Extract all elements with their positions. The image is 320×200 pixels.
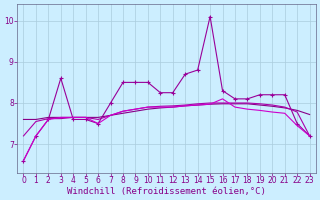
X-axis label: Windchill (Refroidissement éolien,°C): Windchill (Refroidissement éolien,°C): [67, 187, 266, 196]
